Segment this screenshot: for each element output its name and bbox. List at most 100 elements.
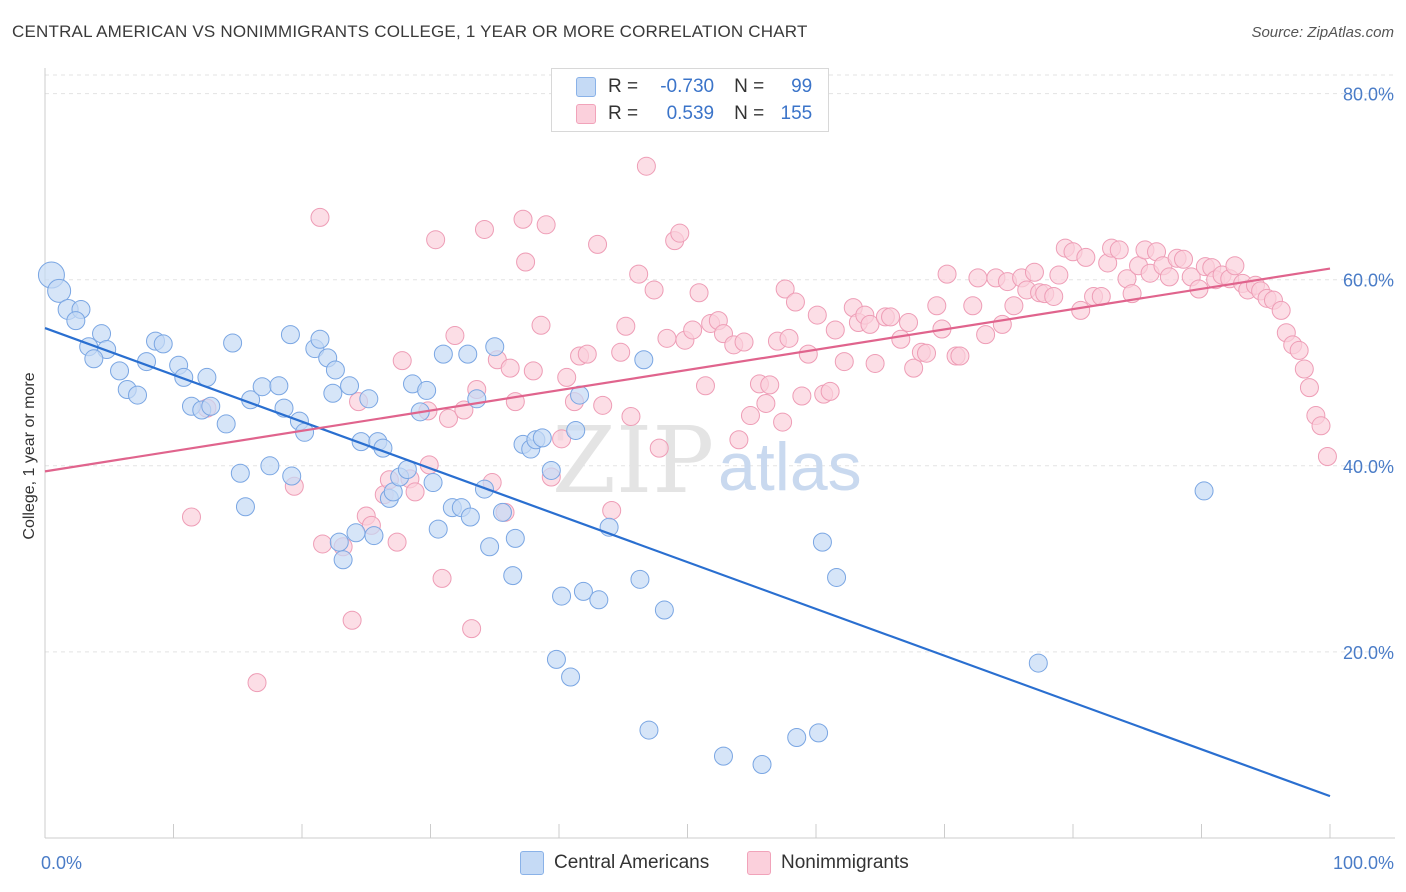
central-americans-point bbox=[329, 532, 349, 552]
y-tick-label: 80.0% bbox=[1343, 85, 1394, 105]
nonimmigrants-point bbox=[1289, 340, 1309, 360]
nonimmigrants-point bbox=[695, 376, 715, 396]
correlation-legend: R = -0.730 N = 99 R = 0.539 N = 155 bbox=[551, 68, 829, 132]
legend-n-value: 155 bbox=[780, 103, 813, 124]
central-americans-point bbox=[787, 728, 807, 748]
nonimmigrants-point bbox=[927, 296, 947, 316]
source-label: Source: ZipAtlas.com bbox=[1251, 24, 1394, 41]
central-americans-point bbox=[458, 344, 478, 364]
central-americans-point bbox=[713, 746, 733, 766]
nonimmigrants-point bbox=[865, 353, 885, 373]
nonimmigrants-point bbox=[807, 305, 827, 325]
central-americans-point bbox=[428, 519, 448, 539]
central-americans-point bbox=[433, 344, 453, 364]
legend-row-central-americans: R = -0.730 N = 99 bbox=[576, 75, 812, 99]
central-americans-point bbox=[359, 389, 379, 409]
nonimmigrants-point bbox=[904, 358, 924, 378]
nonimmigrants-point bbox=[1311, 416, 1331, 436]
central-americans-point bbox=[282, 466, 302, 486]
central-americans-point bbox=[235, 497, 255, 517]
central-americans-point bbox=[223, 333, 243, 353]
central-americans-point bbox=[503, 566, 523, 586]
nonimmigrants-point bbox=[611, 342, 631, 362]
central-americans-point bbox=[252, 377, 272, 397]
central-americans-point bbox=[323, 383, 343, 403]
central-americans-point bbox=[333, 550, 353, 570]
nonimmigrants-point bbox=[247, 673, 267, 693]
nonimmigrants-point bbox=[438, 408, 458, 428]
central-americans-point bbox=[280, 325, 300, 345]
central-americans-point bbox=[260, 456, 280, 476]
central-americans-point bbox=[573, 581, 593, 601]
legend-r-value: 0.539 bbox=[666, 103, 715, 124]
nonimmigrants-point bbox=[917, 343, 937, 363]
nonimmigrants-point bbox=[1317, 447, 1337, 466]
central-americans-point bbox=[827, 567, 847, 587]
nonimmigrants-point bbox=[834, 352, 854, 372]
axes bbox=[44, 68, 1395, 839]
nonimmigrants-point bbox=[593, 395, 613, 415]
central-americans-point bbox=[589, 590, 609, 610]
nonimmigrants-point bbox=[1294, 359, 1314, 379]
legend-n-label: N = bbox=[734, 103, 765, 124]
central-americans-point bbox=[325, 360, 345, 380]
legend-n-label: N = bbox=[734, 76, 765, 97]
bottom-legend-label-central-americans: Central Americans bbox=[554, 852, 710, 873]
central-americans-point bbox=[546, 649, 566, 669]
bottom-legend-central-americans: Central Americans bbox=[520, 851, 709, 875]
nonimmigrants-point bbox=[462, 619, 482, 639]
nonimmigrants-point bbox=[432, 568, 452, 588]
central-americans-point bbox=[460, 507, 480, 527]
central-americans-point bbox=[480, 537, 500, 557]
central-americans-point bbox=[552, 586, 572, 606]
nonimmigrants-point bbox=[516, 252, 536, 272]
nonimmigrants-point bbox=[779, 328, 799, 348]
y-tick-label: 60.0% bbox=[1343, 271, 1394, 291]
nonimmigrants-point bbox=[785, 292, 805, 312]
nonimmigrants-point bbox=[1004, 296, 1024, 316]
nonimmigrants-point bbox=[474, 219, 494, 239]
nonimmigrants-point bbox=[1109, 240, 1129, 260]
bottom-legend-nonimmigrants: Nonimmigrants bbox=[747, 851, 909, 875]
central-americans-point bbox=[423, 473, 443, 493]
nonimmigrants-point bbox=[616, 316, 636, 336]
central-americans-point bbox=[230, 463, 250, 483]
nonimmigrants-point bbox=[937, 264, 957, 284]
nonimmigrants-point bbox=[860, 314, 880, 334]
gridlines bbox=[45, 74, 1395, 653]
nonimmigrants-point bbox=[820, 381, 840, 401]
nonimmigrants-point bbox=[313, 534, 333, 554]
nonimmigrants-point bbox=[683, 320, 703, 340]
nonimmigrants-point bbox=[1299, 378, 1319, 398]
central-americans-point bbox=[812, 532, 832, 552]
nonimmigrants-point bbox=[405, 482, 425, 502]
central-americans-point bbox=[364, 526, 384, 546]
central-americans-point bbox=[153, 334, 173, 354]
nonimmigrants-point bbox=[657, 328, 677, 348]
nonimmigrants-point bbox=[310, 207, 330, 227]
central-americans-point bbox=[92, 324, 112, 344]
central-americans-point bbox=[566, 420, 586, 440]
central-americans-point bbox=[84, 349, 104, 369]
central-americans-point bbox=[310, 329, 330, 349]
nonimmigrants-point bbox=[1174, 249, 1194, 269]
central-americans-point bbox=[634, 350, 654, 370]
central-americans-point bbox=[492, 502, 512, 522]
nonimmigrants-point bbox=[181, 507, 201, 527]
nonimmigrants-point bbox=[536, 215, 556, 235]
central-americans-point bbox=[66, 311, 86, 331]
central-americans-point bbox=[752, 754, 772, 774]
nonimmigrants-point bbox=[1024, 262, 1044, 282]
central-americans-point bbox=[654, 600, 674, 620]
trend-lines bbox=[44, 267, 1331, 798]
central-americans-point bbox=[1028, 653, 1048, 673]
series-central-americans bbox=[37, 261, 1214, 774]
nonimmigrants-point bbox=[531, 315, 551, 335]
nonimmigrants-point bbox=[992, 314, 1012, 334]
nonimmigrants-point bbox=[729, 430, 749, 450]
nonimmigrants-point bbox=[636, 156, 656, 176]
bottom-legend-swatch-blue bbox=[520, 851, 544, 875]
central-americans-point bbox=[485, 337, 505, 357]
central-americans-point bbox=[269, 376, 289, 396]
